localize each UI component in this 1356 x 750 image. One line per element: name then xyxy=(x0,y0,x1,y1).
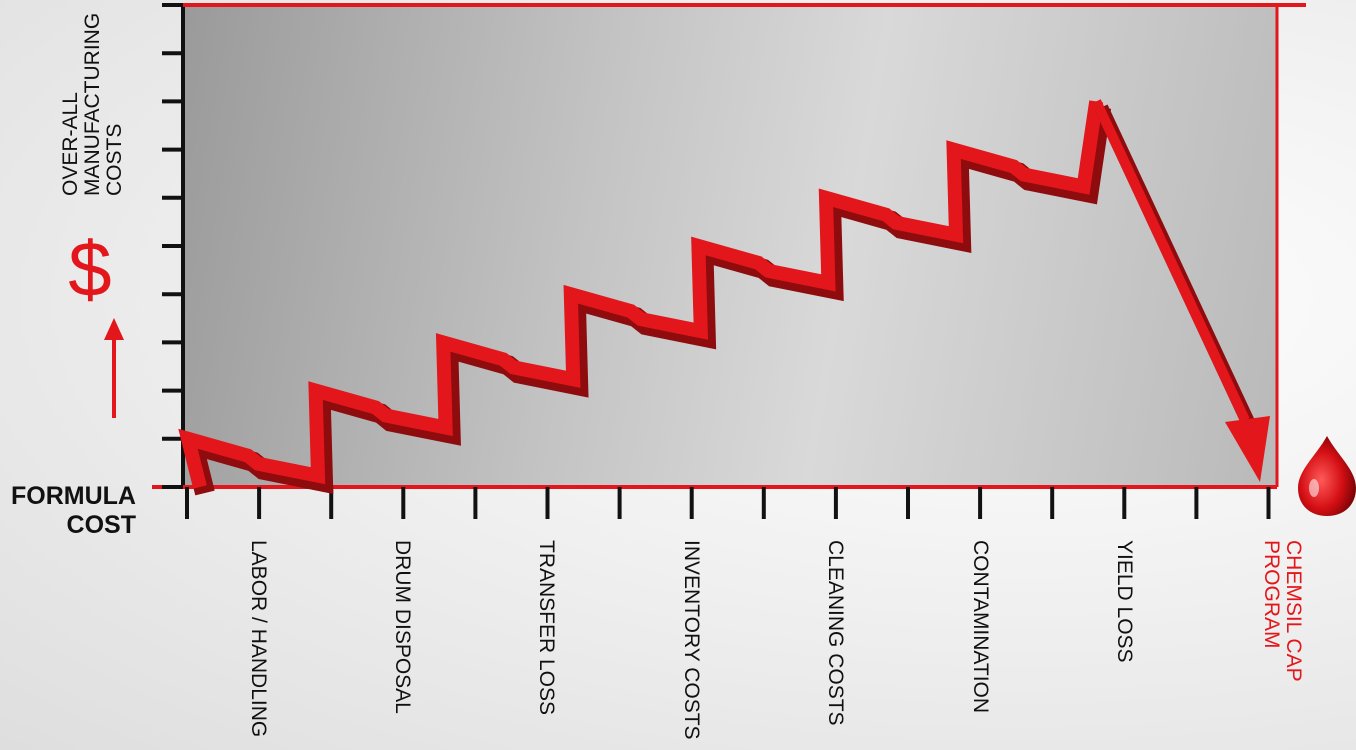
blood-drop-highlight xyxy=(1309,479,1319,497)
dollar-sign: $ xyxy=(68,225,111,313)
category-label: DRUM DISPOSAL xyxy=(391,540,414,714)
category-label: LABOR / HANDLING xyxy=(247,540,270,737)
category-label: CLEANING COSTS xyxy=(824,540,847,726)
baseline-label: FORMULA xyxy=(11,482,136,510)
drop-arrowhead xyxy=(1225,416,1270,482)
final-category-label: CHEMSIL CAP xyxy=(1282,540,1305,682)
category-label: YIELD LOSS xyxy=(1113,540,1136,663)
category-label: TRANSFER LOSS xyxy=(535,540,558,715)
y-axis-label: OVER-ALL xyxy=(59,92,82,196)
blood-drop-icon xyxy=(1298,436,1356,516)
up-arrow-icon-head xyxy=(104,318,124,340)
y-axis-label: MANUFACTURING xyxy=(81,13,104,196)
drop-line xyxy=(1091,99,1250,423)
y-axis-label: COSTS xyxy=(103,124,126,196)
final-category-label: PROGRAM xyxy=(1260,540,1283,649)
cost-line-shadow xyxy=(179,105,1112,496)
cost-line xyxy=(178,100,1104,489)
category-label: CONTAMINATION xyxy=(969,540,992,713)
category-label: INVENTORY COSTS xyxy=(680,540,703,740)
baseline-label: COST xyxy=(67,511,136,539)
